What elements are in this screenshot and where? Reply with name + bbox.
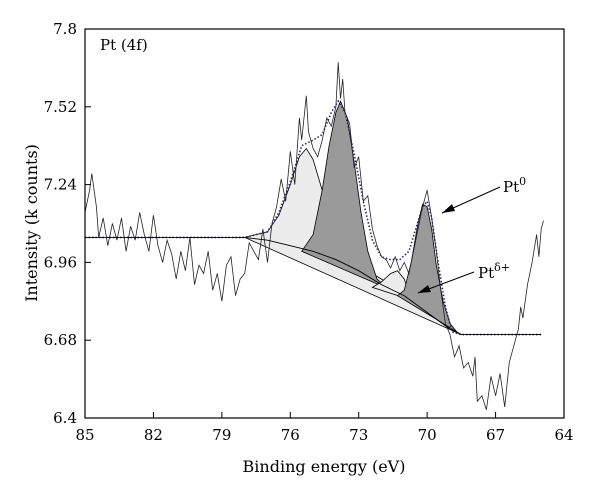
x-tick-label: 73 [349,426,368,444]
background-line [85,236,542,336]
annotation-pt-delta-label: Ptδ+ [478,261,510,282]
annotation-pt0: Pt0 [441,175,526,214]
y-tick-label: 7.24 [44,176,77,194]
y-tick-label: 6.68 [44,331,77,349]
fit-envelope-line [85,99,542,336]
y-axis-title: Intensity (k counts) [22,144,41,302]
y-tick-label: 6.4 [53,409,77,427]
plot-frame [84,28,565,419]
axis-ticks: 85 82 79 76 73 70 67 64 7.8 7.52 7.24 6.96 6.68 6.4 [44,20,574,444]
annotation-pt0-arrowhead [442,204,455,213]
series-lines [84,62,544,410]
x-tick-label: 79 [212,426,231,444]
raw-data-line [84,62,544,410]
x-tick-label: 85 [75,426,94,444]
component-fills [243,100,462,335]
y-tick-label: 7.8 [53,20,77,38]
x-axis-title: Binding energy (eV) [243,457,406,476]
y-tick-label: 7.52 [44,98,77,116]
x-tick-label: 67 [486,426,505,444]
annotation-pt0-label: Pt0 [503,175,526,196]
annotation-pt-delta: Ptδ+ [417,261,510,294]
x-tick-label: 70 [418,426,437,444]
chart-title: Pt (4f) [100,36,148,54]
y-tick-label: 6.96 [44,253,77,271]
x-tick-label: 64 [554,426,573,444]
x-tick-label: 82 [144,426,163,444]
x-tick-label: 76 [281,426,300,444]
annotation-pt-delta-arrowhead [418,285,431,293]
